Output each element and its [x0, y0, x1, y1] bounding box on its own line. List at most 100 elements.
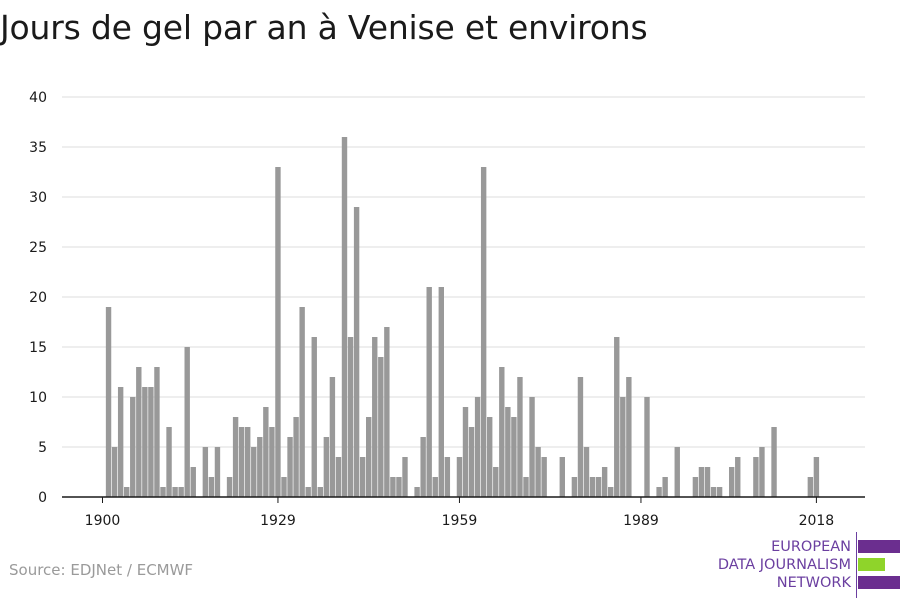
bar-1939 — [335, 457, 342, 497]
bar-1947 — [384, 327, 390, 497]
bar-1914 — [184, 347, 190, 497]
bar-1982 — [595, 477, 602, 497]
bar-1952 — [414, 487, 420, 497]
bar-1962 — [474, 397, 481, 497]
bar-1928 — [269, 427, 275, 497]
bar-2002 — [716, 487, 723, 497]
bar-1942 — [353, 207, 360, 497]
x-tick-label: 1989 — [623, 513, 659, 529]
logo-purple-bar-top — [858, 540, 900, 553]
bar-1984 — [608, 487, 614, 497]
y-tick-label: 25 — [29, 240, 47, 256]
bar-1910 — [160, 487, 166, 497]
x-tick-label: 1900 — [85, 513, 121, 529]
bar-1918 — [208, 477, 215, 497]
bar-1980 — [583, 447, 590, 497]
bar-1908 — [148, 387, 154, 497]
bar-1964 — [487, 417, 493, 497]
y-tick-label: 35 — [29, 140, 47, 156]
bar-1981 — [589, 477, 596, 497]
bar-1979 — [577, 377, 584, 497]
edjnet-logo: EUROPEAN DATA JOURNALISM NETWORK — [700, 532, 900, 598]
bar-1978 — [571, 477, 578, 497]
bar-1998 — [692, 477, 699, 497]
bar-1903 — [117, 387, 124, 497]
bar-1913 — [178, 487, 184, 497]
bar-2005 — [735, 457, 741, 497]
logo-line-2: DATA JOURNALISM — [717, 557, 851, 573]
bar-1949 — [396, 477, 402, 497]
bar-1945 — [372, 337, 378, 497]
bar-1932 — [293, 417, 299, 497]
y-tick-label: 20 — [29, 290, 47, 306]
logo-divider — [856, 532, 857, 598]
bar-1926 — [257, 437, 263, 497]
bar-1993 — [662, 477, 668, 497]
bar-1943 — [359, 457, 366, 497]
y-tick-label: 40 — [29, 90, 47, 106]
bar-1934 — [305, 487, 311, 497]
bar-1915 — [190, 467, 196, 497]
bar-1960 — [462, 407, 469, 497]
bar-1912 — [172, 487, 178, 497]
bar-1941 — [347, 337, 354, 497]
axes — [62, 496, 865, 503]
bar-2009 — [759, 447, 765, 497]
bar-2001 — [710, 487, 717, 497]
bar-1959 — [456, 457, 463, 497]
bar-1901 — [105, 307, 112, 497]
bar-1921 — [226, 477, 233, 497]
bar-1917 — [202, 447, 209, 497]
bar-1953 — [420, 437, 426, 497]
bar-1940 — [341, 137, 348, 497]
bar-1969 — [517, 377, 523, 497]
bar-1985 — [614, 337, 620, 497]
grid-lines — [62, 96, 865, 448]
bar-2011 — [771, 427, 777, 497]
bar-1963 — [480, 167, 487, 497]
bar-1944 — [366, 417, 372, 497]
bar-1950 — [402, 457, 408, 497]
bar-1995 — [674, 447, 680, 497]
bar-1968 — [511, 417, 517, 497]
bar-1956 — [438, 287, 444, 497]
y-tick-label: 15 — [29, 340, 47, 356]
bar-1946 — [378, 357, 384, 497]
x-tick-label: 1929 — [260, 513, 296, 529]
bar-1990 — [644, 397, 650, 497]
bar-1922 — [232, 417, 239, 497]
bar-1955 — [432, 477, 438, 497]
bar-2000 — [704, 467, 711, 497]
chart-title: Jours de gel par an à Venise et environs — [0, 8, 648, 47]
bar-1927 — [263, 407, 269, 497]
bar-1967 — [505, 407, 511, 497]
bar-1923 — [238, 427, 245, 497]
y-tick-label: 0 — [38, 490, 47, 506]
bar-1965 — [493, 467, 499, 497]
bar-1933 — [299, 307, 305, 497]
bar-1929 — [275, 167, 281, 497]
bar-1936 — [317, 487, 323, 497]
bar-1966 — [499, 367, 505, 497]
bar-1972 — [535, 447, 541, 497]
bar-1938 — [329, 377, 336, 497]
bar-1905 — [130, 397, 136, 497]
bar-1906 — [136, 367, 142, 497]
bar-1961 — [468, 427, 475, 497]
logo-green-bar — [858, 558, 885, 571]
bar-1957 — [444, 457, 451, 497]
y-tick-label: 10 — [29, 390, 47, 406]
y-tick-label: 30 — [29, 190, 47, 206]
x-tick-label: 1959 — [442, 513, 478, 529]
bar-1925 — [251, 447, 257, 497]
bar-1992 — [656, 487, 662, 497]
logo-line-1: EUROPEAN — [771, 539, 851, 555]
bar-1999 — [698, 467, 705, 497]
bar-1976 — [559, 457, 565, 497]
bar-1948 — [390, 477, 396, 497]
bar-1983 — [601, 467, 608, 497]
bar-2008 — [753, 457, 759, 497]
bar-1930 — [281, 477, 287, 497]
x-tick-label: 2018 — [799, 513, 835, 529]
